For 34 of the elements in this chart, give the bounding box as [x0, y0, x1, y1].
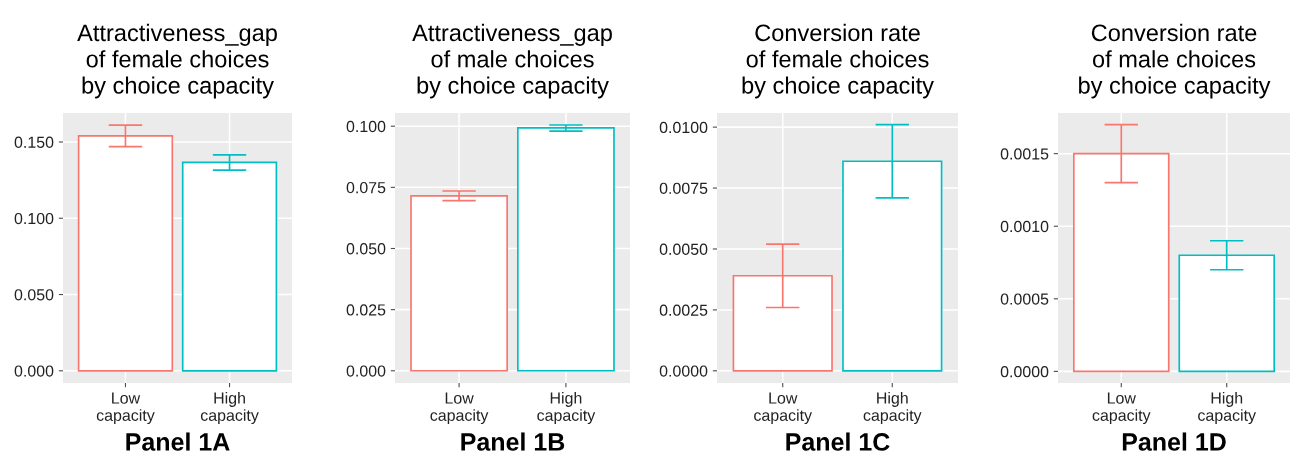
x-axis-title: Panel 1C: [786, 432, 890, 451]
y-tick-label: 0.0000: [1000, 366, 1049, 378]
chart-title: Conversion rate of male choices by choice capacity: [1079, 23, 1271, 99]
x-tick-label: Low capacity: [1092, 392, 1151, 425]
chart-title: Attractiveness_gap of female choices by choice capacity: [77, 23, 277, 99]
x-axis-title: Panel 1B: [461, 432, 565, 451]
y-tick-label: 0.150: [14, 136, 54, 148]
y-tick-label: 0.000: [346, 365, 386, 377]
y-tick-label: 0.0075: [659, 182, 708, 194]
y-tick-label: 0.075: [346, 181, 386, 194]
x-tick-label: Low capacity: [754, 392, 812, 425]
x-tick-label: High capacity: [1198, 392, 1256, 425]
y-tick-label: 0.0025: [659, 304, 708, 316]
y-tick-label: 0.0000: [659, 365, 708, 377]
x-tick-label: Low capacity: [96, 392, 155, 425]
y-tick-label: 0.0100: [659, 121, 708, 134]
x-axis-title: Panel 1D: [1122, 432, 1226, 451]
chart-title: Attractiveness_gap of male choices by choice capacity: [412, 23, 612, 99]
y-tick-label: 0.0015: [1000, 148, 1049, 160]
y-tick-label: 0.0050: [659, 243, 708, 255]
x-tick-label: Low capacity: [430, 392, 489, 425]
y-tick-label: 0.100: [14, 212, 54, 225]
y-tick-label: 0.025: [346, 304, 386, 316]
chart-title: Conversion rate of female choices by choice capacity: [742, 23, 934, 99]
x-tick-label: High capacity: [863, 392, 922, 425]
x-axis-title: Panel 1A: [126, 432, 230, 451]
y-tick-label: 0.050: [346, 243, 386, 255]
y-tick-label: 0.000: [14, 365, 54, 377]
y-tick-label: 0.100: [346, 120, 386, 133]
y-tick-label: 0.0005: [1000, 293, 1049, 305]
y-tick-label: 0.050: [14, 289, 54, 301]
y-tick-label: 0.0010: [1000, 220, 1049, 233]
x-tick-label: High capacity: [200, 392, 259, 425]
x-tick-label: High capacity: [537, 392, 596, 425]
